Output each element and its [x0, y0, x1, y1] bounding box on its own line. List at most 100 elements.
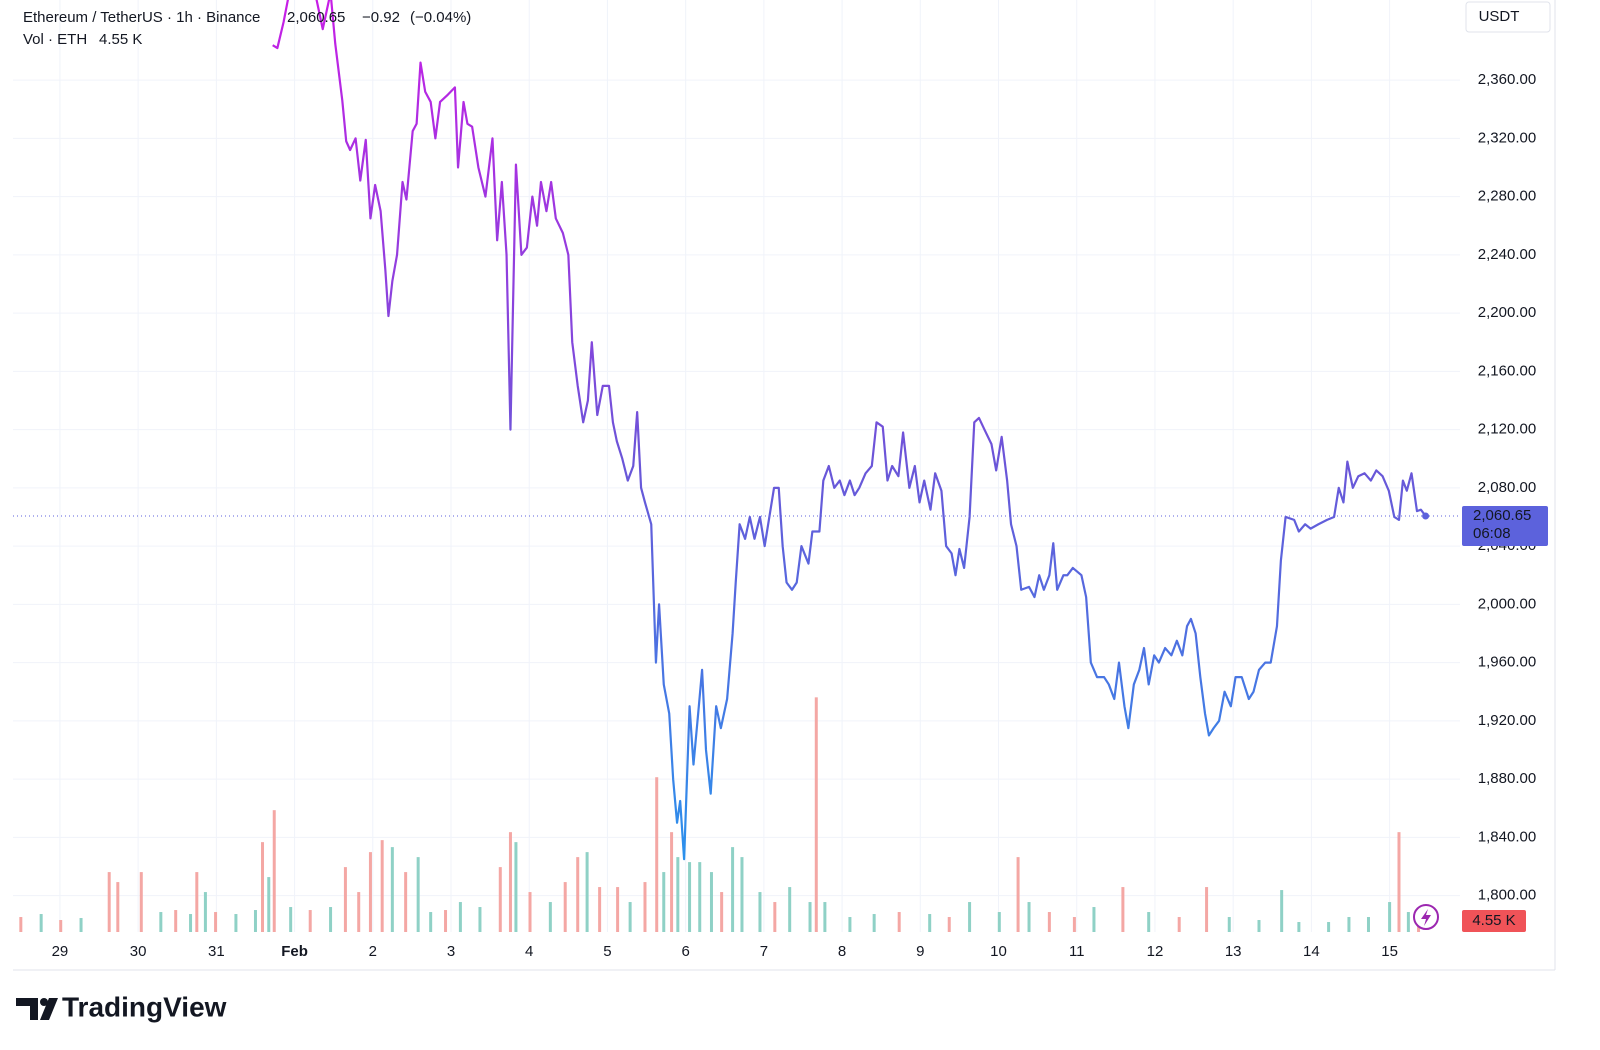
x-tick-label: 4	[525, 943, 533, 960]
y-tick-label: 2,280.00	[1478, 188, 1536, 205]
volume-bar	[1016, 857, 1020, 932]
x-tick-label: 29	[52, 943, 69, 960]
volume-bar	[1257, 920, 1261, 932]
volume-bar	[928, 914, 932, 932]
header-change-percent: (−0.04%)	[410, 9, 471, 26]
volume-bar	[19, 917, 23, 932]
volume-bar	[214, 912, 218, 932]
volume-title: Vol · ETH	[23, 31, 87, 48]
volume-bar	[720, 892, 724, 932]
volume-bar	[380, 840, 384, 932]
volume-bar	[1047, 912, 1051, 932]
y-tick-label: 1,920.00	[1478, 712, 1536, 729]
volume-bar	[416, 857, 420, 932]
volume-bar	[189, 914, 193, 932]
brand-logo	[16, 998, 58, 1020]
volume-bar	[676, 857, 680, 932]
volume-bar	[548, 902, 552, 932]
volume-bar	[814, 697, 818, 932]
volume-bar	[1366, 917, 1370, 932]
volume-bar	[740, 857, 744, 932]
volume-bar	[1147, 912, 1151, 932]
volume-bar	[458, 902, 462, 932]
volume-bar	[563, 882, 567, 932]
y-tick-label: 1,880.00	[1478, 770, 1536, 787]
volume-bar	[528, 892, 532, 932]
x-tick-label: 10	[990, 943, 1007, 960]
volume-bar	[203, 892, 207, 932]
price-pane	[13, 0, 1460, 861]
volume-bar	[1027, 902, 1031, 932]
volume-bar	[59, 920, 63, 932]
volume-bar	[267, 877, 271, 932]
x-tick-label: 6	[681, 943, 689, 960]
y-tick-label: 2,240.00	[1478, 246, 1536, 263]
volume-bar	[253, 910, 257, 932]
x-tick-label: 9	[916, 943, 924, 960]
volume-bar	[508, 832, 512, 932]
alert-icon	[1421, 909, 1431, 926]
volume-bar	[1406, 912, 1410, 932]
volume-bar	[773, 902, 777, 932]
currency-button[interactable]	[1465, 1, 1551, 33]
y-tick-label: 2,160.00	[1478, 362, 1536, 379]
volume-bar	[139, 872, 143, 932]
price-badge	[1462, 506, 1548, 547]
x-tick-label: 3	[447, 943, 455, 960]
volume-bar	[1092, 907, 1096, 932]
y-tick-label: 1,800.00	[1478, 887, 1536, 904]
volume-bar	[357, 892, 361, 932]
volume-bar	[585, 852, 589, 932]
volume-bar	[1121, 887, 1125, 932]
volume-bar	[688, 862, 692, 932]
volume-bar	[808, 902, 812, 932]
y-tick-label: 2,200.00	[1478, 304, 1536, 321]
volume-bar	[997, 912, 1001, 932]
volume-bar	[968, 902, 972, 932]
volume-badge-label: 4.55 K	[1472, 912, 1515, 929]
volume-bar	[107, 872, 111, 932]
volume-bar	[308, 910, 312, 932]
volume-bar	[758, 892, 762, 932]
volume-bar	[390, 847, 394, 932]
volume-bar	[289, 907, 293, 932]
volume-bar	[1388, 902, 1392, 932]
volume-bar	[788, 887, 792, 932]
volume-bar	[1205, 887, 1209, 932]
volume-bar	[79, 918, 83, 932]
countdown-label: 06:08	[1473, 525, 1511, 542]
x-tick-label: 2	[369, 943, 377, 960]
volume-bar	[1347, 917, 1351, 932]
grid	[13, 0, 1460, 932]
symbol-title: Ethereum / TetherUS · 1h · Binance	[23, 9, 260, 26]
volume-bar	[343, 867, 347, 932]
volume-bar	[628, 902, 632, 932]
currency-label[interactable]: USDT	[1479, 8, 1520, 25]
volume-bar	[368, 852, 372, 932]
volume-bar	[514, 842, 518, 932]
x-tick-label: 7	[760, 943, 768, 960]
x-tick-label: 30	[130, 943, 147, 960]
price-badge-label: 2,060.65	[1473, 507, 1531, 524]
brand-name: TradingView	[62, 991, 227, 1022]
y-tick-label: 1,960.00	[1478, 654, 1536, 671]
volume-bar	[1280, 890, 1284, 932]
x-tick-label: 31	[208, 943, 225, 960]
volume-bar	[872, 914, 876, 932]
volume-pane	[19, 697, 1421, 932]
volume-bar	[897, 912, 901, 932]
y-tick-label: 2,000.00	[1478, 595, 1536, 612]
volume-bar	[616, 887, 620, 932]
x-tick-label: 8	[838, 943, 846, 960]
x-tick-label: Feb	[281, 943, 308, 960]
volume-bar	[498, 867, 502, 932]
volume-bar	[1227, 917, 1231, 932]
y-tick-label: 1,840.00	[1478, 828, 1536, 845]
volume-bar	[731, 847, 735, 932]
volume-bar	[478, 907, 482, 932]
volume-bar	[947, 917, 951, 932]
header-volume: 4.55 K	[99, 31, 142, 48]
y-tick-label: 2,320.00	[1478, 129, 1536, 146]
price-line	[272, 0, 1427, 861]
